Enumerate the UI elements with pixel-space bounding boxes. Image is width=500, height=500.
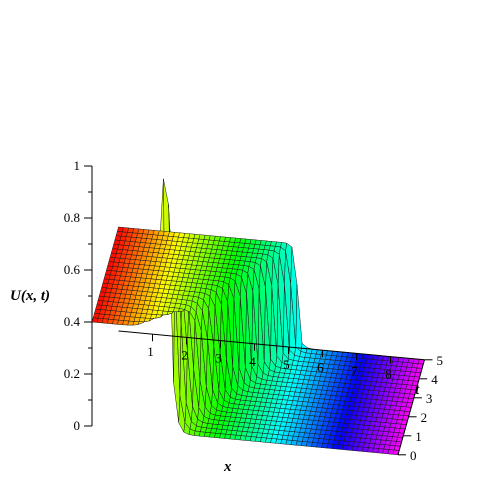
surface-patch bbox=[295, 284, 303, 352]
z-tick-label: 0.8 bbox=[64, 210, 80, 225]
x-tick-label: 6 bbox=[317, 360, 324, 375]
z-tick-label: 0.6 bbox=[64, 262, 81, 277]
t-tick-label: 0 bbox=[410, 448, 417, 463]
z-axis-title: U(x, t) bbox=[10, 288, 50, 304]
z-tick-label: 0 bbox=[74, 418, 81, 433]
x-tick-label: 2 bbox=[181, 347, 188, 362]
z-tick-label: 0.4 bbox=[64, 314, 81, 329]
t-tick-label: 4 bbox=[431, 372, 438, 387]
x-axis-title: x bbox=[223, 459, 232, 475]
x-tick-label: 1 bbox=[147, 344, 154, 359]
axes: 0 0.2 0.4 0.6 0.8 1 1 2 3 4 5 6 7 8 0 1 2 3 4 5 bbox=[64, 158, 443, 463]
x-tick-label: 8 bbox=[385, 367, 392, 382]
z-tick-label: 1 bbox=[74, 158, 81, 173]
t-tick-label: 5 bbox=[437, 353, 444, 368]
z-tick-label: 0.2 bbox=[64, 366, 80, 381]
t-tick-label: 1 bbox=[415, 429, 422, 444]
t-tick-label: 3 bbox=[426, 391, 433, 406]
x-tick-label: 7 bbox=[351, 363, 358, 378]
x-tick-label: 3 bbox=[215, 351, 222, 366]
surface-mesh bbox=[91, 178, 425, 456]
x-tick-label: 5 bbox=[283, 357, 290, 372]
axis-labels: U(x, t) x t bbox=[10, 288, 420, 475]
t-axis-title: t bbox=[415, 382, 420, 398]
x-tick-label: 4 bbox=[249, 354, 256, 369]
t-axis-line bbox=[397, 359, 425, 455]
x-axis-line bbox=[118, 330, 425, 361]
t-tick-label: 2 bbox=[421, 410, 428, 425]
